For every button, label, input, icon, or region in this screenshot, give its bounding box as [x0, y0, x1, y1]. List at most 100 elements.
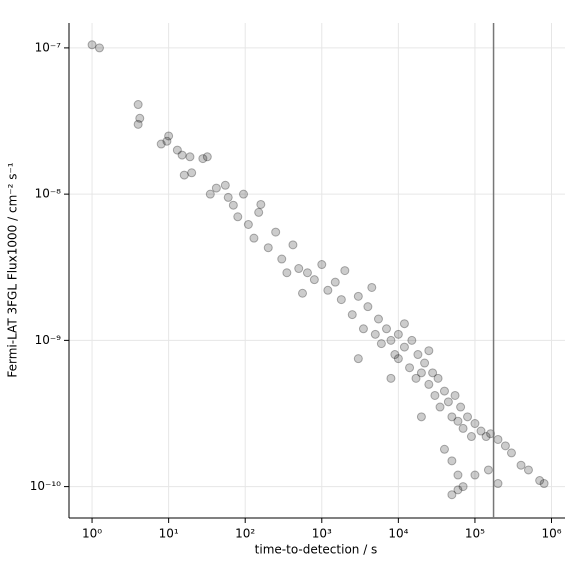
point [453, 470, 463, 480]
point [416, 412, 426, 422]
point [233, 212, 243, 222]
point [347, 310, 357, 320]
point [390, 350, 400, 360]
point [370, 329, 380, 339]
point [187, 168, 197, 178]
point [179, 170, 189, 180]
point [172, 145, 182, 155]
point [506, 448, 516, 458]
point [435, 402, 445, 412]
point [416, 368, 426, 378]
x-tick-label: 10⁶ [541, 527, 561, 541]
point [282, 268, 292, 278]
x-tick-label: 10⁰ [82, 527, 102, 541]
point [420, 358, 430, 368]
point [256, 199, 266, 209]
point [277, 254, 287, 264]
point [317, 260, 327, 270]
point [202, 152, 212, 162]
point [177, 150, 187, 160]
point [94, 43, 104, 53]
point [133, 100, 143, 110]
x-tick-label: 10² [235, 527, 255, 541]
point [263, 243, 273, 253]
point [539, 479, 549, 489]
point [198, 154, 208, 164]
point [254, 207, 264, 217]
point [430, 390, 440, 400]
point [433, 373, 443, 383]
point [470, 470, 480, 480]
point [424, 346, 434, 356]
point [309, 275, 319, 285]
point [463, 412, 473, 422]
point [156, 139, 166, 149]
point [516, 460, 526, 470]
point [411, 373, 421, 383]
point [271, 227, 281, 237]
point [523, 465, 533, 475]
point [243, 219, 253, 229]
point [439, 386, 449, 396]
point [481, 432, 491, 442]
point [373, 314, 383, 324]
point [393, 354, 403, 364]
point [399, 319, 409, 329]
point [133, 119, 143, 129]
x-tick-label: 10¹ [159, 527, 179, 541]
point [493, 434, 503, 444]
point [336, 295, 346, 305]
point [424, 379, 434, 389]
x-tick-label: 10⁵ [465, 527, 485, 541]
point [493, 479, 503, 489]
y-tick-label: 10⁻⁷ [35, 40, 62, 54]
point [443, 397, 453, 407]
point [453, 416, 463, 426]
y-axis-label: Fermi-LAT 3FGL Flux1000 / cm⁻² s⁻¹ [6, 162, 20, 377]
point [386, 373, 396, 383]
point [205, 189, 215, 199]
point [223, 192, 233, 202]
point [249, 233, 259, 243]
point [358, 324, 368, 334]
y-tick-label: 10⁻⁸ [35, 187, 62, 201]
point [405, 363, 415, 373]
point [439, 444, 449, 454]
point [458, 423, 468, 433]
point [363, 302, 373, 312]
point [447, 456, 457, 466]
point [135, 113, 145, 123]
point [470, 419, 480, 429]
point [330, 277, 340, 287]
point [164, 131, 174, 141]
point [376, 339, 386, 349]
point [162, 136, 172, 146]
point [87, 40, 97, 50]
point [239, 189, 249, 199]
point [288, 240, 298, 250]
point [450, 390, 460, 400]
point [294, 264, 304, 274]
point [447, 490, 457, 500]
point [353, 291, 363, 301]
point [399, 342, 409, 352]
point [298, 288, 308, 298]
point [456, 402, 466, 412]
point [381, 324, 391, 334]
point [220, 180, 230, 190]
point [535, 476, 545, 486]
point [228, 200, 238, 210]
point [393, 329, 403, 339]
point [447, 412, 457, 422]
point [211, 183, 221, 193]
y-tick-label: 10⁻¹⁰ [30, 479, 61, 493]
point [486, 429, 496, 439]
point [386, 335, 396, 345]
point [407, 335, 417, 345]
y-tick-label: 10⁻⁹ [35, 333, 62, 347]
point [367, 282, 377, 292]
point [353, 354, 363, 364]
point [453, 485, 463, 495]
point [428, 368, 438, 378]
